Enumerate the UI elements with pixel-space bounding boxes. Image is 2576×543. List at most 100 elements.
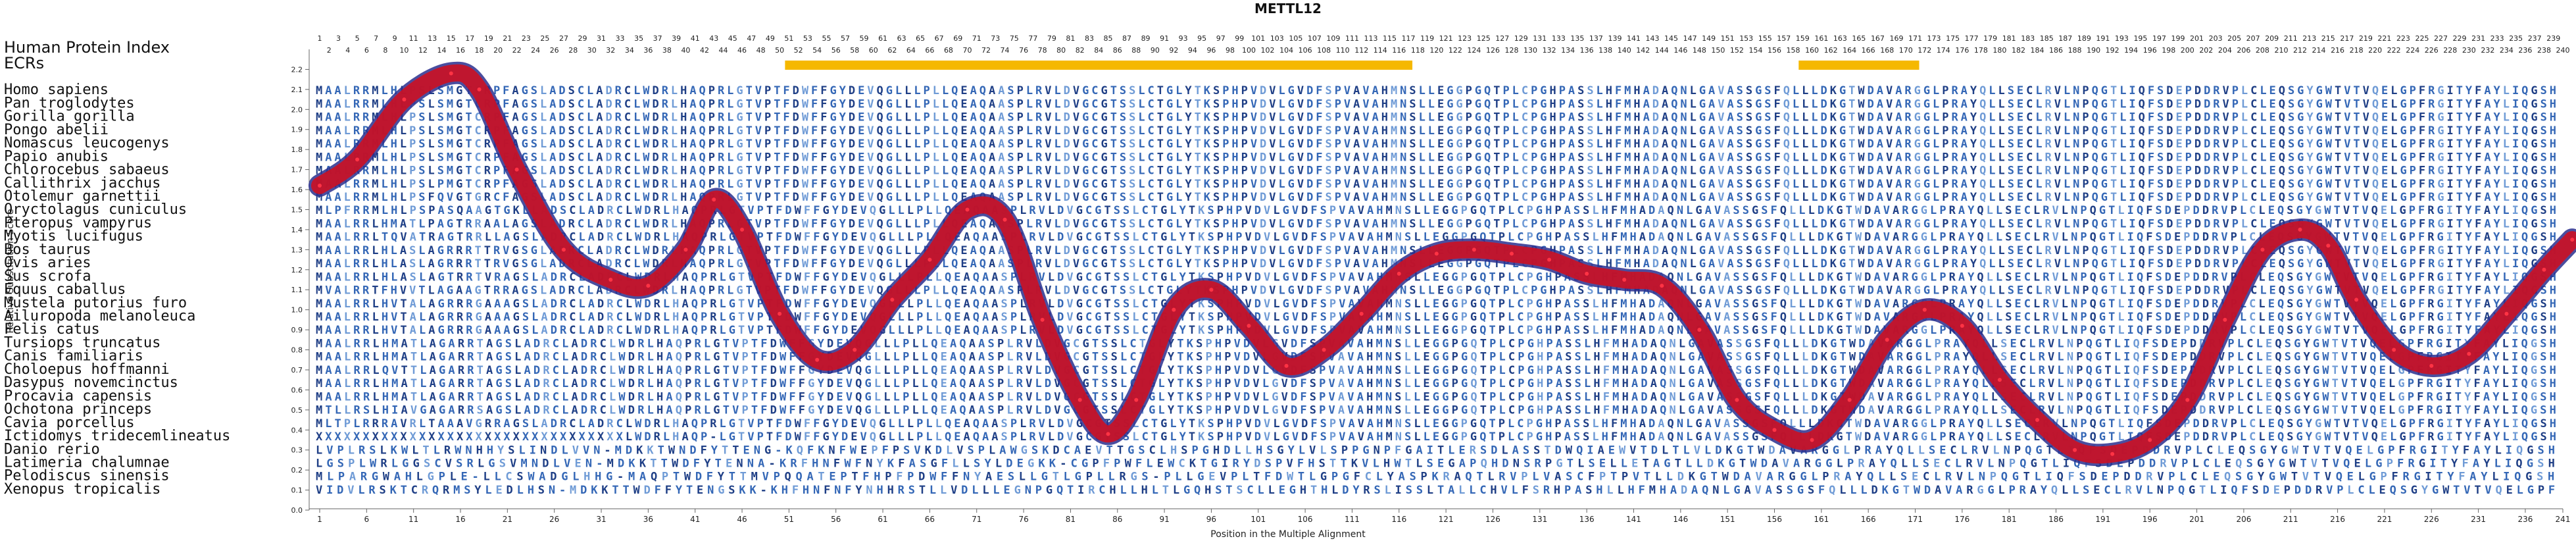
residue: S (1007, 138, 1014, 151)
residue: G (2437, 284, 2444, 297)
residue: M (391, 217, 398, 230)
residue: R (2427, 324, 2435, 337)
residue: L (1989, 111, 1996, 124)
residue: R (353, 297, 360, 311)
residue: L (1048, 231, 1055, 244)
residue: A (335, 231, 342, 244)
residue: G (1166, 178, 1174, 191)
residue: L (883, 337, 891, 350)
residue: G (2101, 84, 2108, 97)
residue: A (493, 217, 501, 230)
residue: R (710, 271, 717, 284)
residue: Q (951, 284, 958, 297)
residue: D (1821, 217, 1828, 230)
residue: A (1662, 191, 1669, 204)
residue: A (1727, 111, 1734, 124)
residue: N (1677, 271, 1684, 284)
residue: Q (2521, 111, 2529, 124)
residue: T (1493, 124, 1500, 138)
residue: P (764, 97, 772, 111)
residue: D (644, 231, 651, 244)
residue: S (1733, 231, 1740, 244)
residue: S (1577, 97, 1585, 111)
residue: D (2204, 97, 2211, 111)
residue: G (1447, 257, 1454, 271)
residue: G (1475, 84, 1482, 97)
residue: G (437, 271, 445, 284)
residue: W (643, 138, 650, 151)
residue: E (2268, 204, 2275, 217)
residue: L (344, 84, 351, 97)
residue: Q (2137, 324, 2144, 337)
residue: P (2185, 138, 2192, 151)
residue: Q (1979, 165, 1987, 178)
residue: C (475, 165, 482, 178)
residue: G (1288, 257, 1295, 271)
residue: N (1400, 165, 1407, 178)
residue: D (1064, 111, 1071, 124)
residue: L (1424, 231, 1431, 244)
residue: Q (945, 271, 952, 284)
residue: A (437, 217, 445, 230)
residue: Q (877, 84, 884, 97)
residue: P (1017, 284, 1024, 297)
residue: F (2419, 165, 2426, 178)
residue: E (2269, 124, 2277, 138)
residue: Y (1185, 151, 1192, 164)
residue: Q (2521, 204, 2529, 217)
residue: L (540, 124, 547, 138)
residue: C (1517, 324, 1524, 337)
residue: S (1746, 97, 1753, 111)
residue: L (1020, 311, 1027, 324)
residue: L (587, 178, 594, 191)
residue: P (428, 204, 435, 217)
position-number: 70 (962, 46, 972, 55)
residue: L (1414, 231, 1421, 244)
residue: I (2512, 217, 2519, 230)
residue: Q (951, 244, 958, 257)
residue: C (475, 111, 482, 124)
residue: F (1774, 178, 1781, 191)
position-number: 217 (2340, 34, 2354, 43)
residue: A (1877, 257, 1884, 271)
residue: V (2054, 124, 2062, 138)
residue: E (960, 84, 968, 97)
residue: G (736, 284, 743, 297)
residue: K (1187, 337, 1194, 350)
residue: V (2052, 231, 2060, 244)
residue: S (522, 311, 530, 324)
residue: A (970, 217, 978, 230)
residue: S (1764, 257, 1771, 271)
residue: M (372, 165, 379, 178)
residue: Q (2521, 151, 2529, 164)
residue: A (1348, 231, 1355, 244)
residue: R (718, 97, 725, 111)
residue: L (893, 337, 901, 350)
residue: Q (979, 138, 987, 151)
y-tick-label: 1.4 (291, 226, 303, 234)
residue: V (2344, 151, 2351, 164)
residue: A (334, 151, 341, 164)
residue: D (1868, 244, 1875, 257)
residue: Q (877, 217, 884, 230)
residue: L (2064, 244, 2071, 257)
residue: V (1073, 97, 1080, 111)
residue: M (1391, 124, 1398, 138)
residue: W (643, 124, 650, 138)
residue: F (2475, 84, 2482, 97)
residue: R (353, 324, 360, 337)
residue: L (727, 284, 734, 297)
residue: G (513, 324, 520, 337)
residue: G (1447, 151, 1454, 164)
residue: A (1658, 311, 1665, 324)
residue: C (624, 138, 632, 151)
residue: A (1367, 324, 1374, 337)
residue: A (1353, 284, 1360, 297)
residue: G (1456, 124, 1463, 138)
residue: I (2446, 311, 2454, 324)
residue: R (2045, 244, 2052, 257)
residue: P (2410, 244, 2417, 257)
residue: Q (931, 337, 938, 350)
residue: G (1839, 138, 1846, 151)
residue: A (991, 231, 999, 244)
